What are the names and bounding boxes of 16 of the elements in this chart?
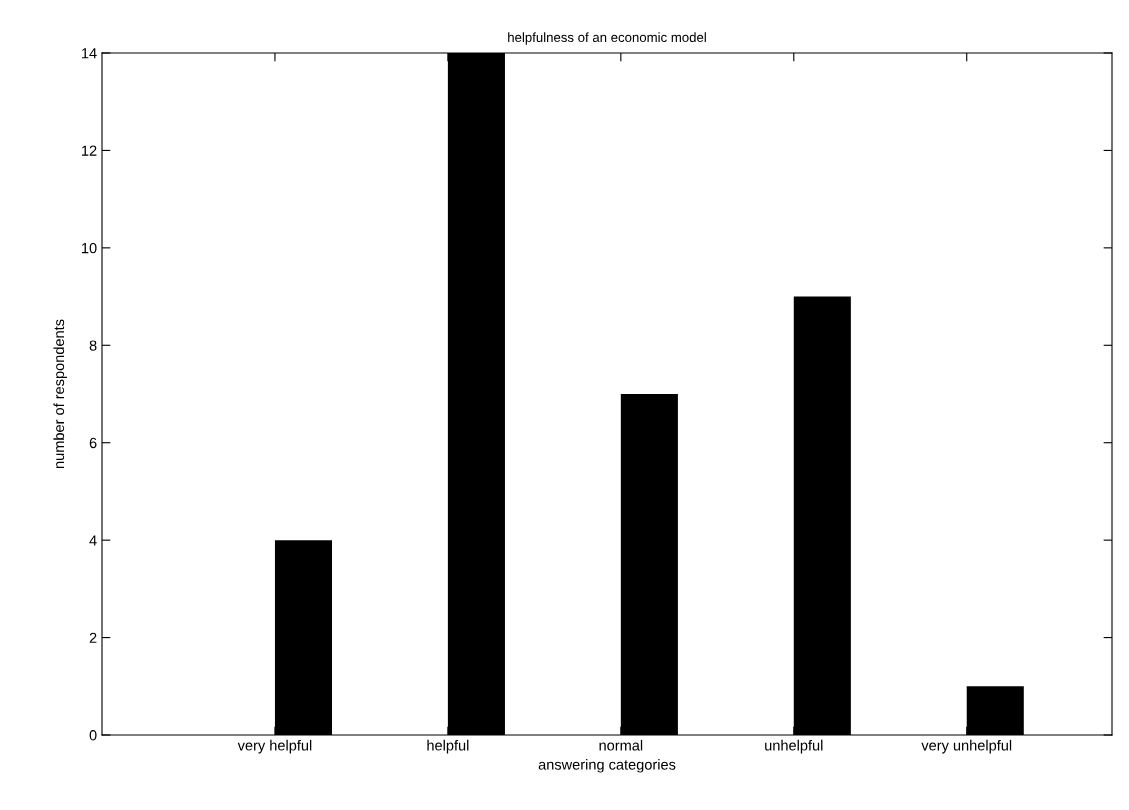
- x-tick-label: unhelpful: [765, 739, 823, 754]
- x-tick-label: very unhelpful: [921, 739, 1012, 754]
- y-tick-label: 10: [82, 242, 97, 254]
- x-tick-label: normal: [599, 739, 643, 751]
- y-tick-label: 14: [82, 48, 97, 59]
- y-tick-label: 2: [89, 632, 97, 643]
- y-tick-label: 4: [89, 535, 97, 546]
- x-axis-title: answering categories: [538, 759, 676, 773]
- y-tick-label: 8: [89, 340, 97, 351]
- y-tick-label: 0: [89, 730, 97, 741]
- y-tick-label: 6: [89, 437, 97, 449]
- x-tick-label: helpful: [427, 739, 469, 754]
- x-tick-label: very helpful: [237, 739, 312, 754]
- y-tick-label: 12: [82, 145, 97, 156]
- y-axis-title: number of respondents: [53, 319, 68, 469]
- chart-title: helpfulness of an economic model: [508, 32, 706, 45]
